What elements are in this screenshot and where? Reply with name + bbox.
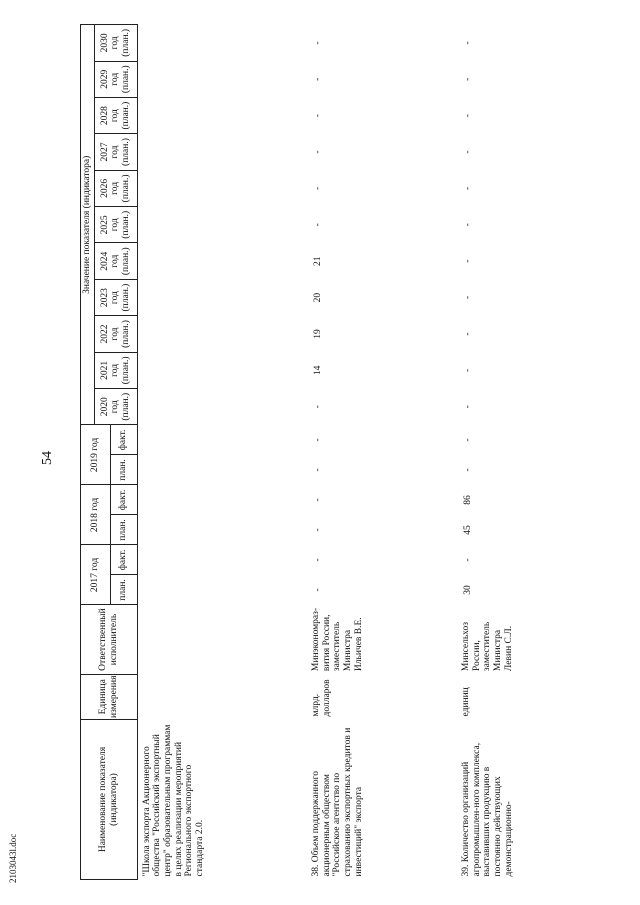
cell-empty	[137, 545, 307, 575]
cell-value: -	[313, 528, 324, 532]
header-cell: план.	[110, 574, 138, 605]
cell-responsible: Минэкономраз-вития России, заместитель М…	[311, 607, 364, 672]
cell-value: 20	[313, 292, 324, 303]
cell-value: -	[313, 41, 324, 45]
cell-value: 86	[463, 495, 474, 505]
header-cell: Значение показателя (индикатора)	[80, 24, 95, 425]
header-cell: 2021 год (план.)	[94, 352, 138, 389]
header-cell: факт.	[110, 424, 138, 455]
cell-empty	[137, 389, 307, 425]
header-cell: 2017 год	[80, 544, 111, 605]
cell-value: 14	[313, 365, 324, 376]
cell-value: -	[313, 558, 324, 562]
cell-value: -	[463, 150, 474, 154]
cell-value: -	[463, 186, 474, 190]
cell-unit: млрд. долларов	[311, 679, 332, 717]
header-cell: 2020 год (план.)	[94, 388, 138, 425]
cell-value: -	[463, 368, 474, 372]
header-cell: 2022 год (план.)	[94, 315, 138, 353]
header-cell: факт.	[110, 544, 138, 575]
cell-value: -	[463, 332, 474, 336]
cell-value: -	[313, 438, 324, 442]
cell-empty	[137, 61, 307, 97]
cell-value: -	[463, 468, 474, 472]
table-header: Наименование показателя (индикатора) Един…	[80, 24, 138, 880]
header-cell: 2019 год	[80, 424, 111, 485]
cell-empty	[137, 674, 307, 719]
header-cell: 2030 год (план.)	[94, 24, 138, 62]
footer: 2103043l.doc	[8, 833, 18, 883]
cell-value: -	[463, 223, 474, 227]
cell-value: 30	[463, 585, 474, 595]
cell-value: -	[463, 259, 474, 263]
cell-value: -	[313, 405, 324, 409]
cell-name: 38. Объем поддержанного акционерным обще…	[311, 727, 364, 877]
cell-value: 19	[313, 329, 324, 339]
cell-empty	[137, 279, 307, 315]
header-cell: 2024 год (план.)	[94, 243, 138, 280]
table-row: "Школа экспорта Акционерного общества "Р…	[137, 25, 307, 880]
header-cell: 2029 год (план.)	[94, 61, 138, 98]
cell-value: -	[313, 114, 324, 118]
header-cell: Единица измерения	[80, 674, 138, 720]
cell-value: -	[463, 558, 474, 562]
cell-value: -	[463, 77, 474, 81]
cell-empty	[137, 575, 307, 605]
cell-empty	[137, 243, 307, 279]
table-row: 39. Количество организаций агропромышлен…	[457, 25, 627, 880]
cell-value: -	[463, 296, 474, 300]
cell-empty	[137, 207, 307, 243]
cell-value: -	[313, 498, 324, 502]
cell-value: 21	[313, 256, 324, 266]
cell-empty	[137, 170, 307, 206]
cell-value: -	[313, 588, 324, 592]
header-cell: 2027 год (план.)	[94, 133, 138, 171]
cell-empty	[137, 97, 307, 133]
cell-name: "Школа экспорта Акционерного общества "Р…	[141, 724, 205, 877]
cell-empty	[137, 352, 307, 388]
header-cell: Наименование показателя (индикатора)	[80, 719, 138, 880]
header-cell: Ответственный исполнитель	[80, 604, 138, 675]
cell-value: -	[313, 468, 324, 472]
header-cell: 2026 год (план.)	[94, 170, 138, 207]
cell-value: -	[313, 77, 324, 81]
indicator-table: Наименование показателя (индикатора) Един…	[80, 24, 627, 880]
header-cell: 2025 год (план.)	[94, 206, 138, 243]
header-cell: 2028 год (план.)	[94, 97, 138, 134]
table-body: "Школа экспорта Акционерного общества "Р…	[137, 25, 627, 880]
cell-empty	[137, 25, 307, 61]
cell-empty	[137, 425, 307, 455]
header-cell: план.	[110, 454, 138, 485]
cell-empty	[137, 455, 307, 485]
header-row: Наименование показателя (индикатора) Един…	[80, 24, 138, 880]
header-cell: план.	[110, 514, 138, 545]
cell-value: -	[463, 438, 474, 442]
cell-value: -	[313, 150, 324, 154]
header-cell: факт.	[110, 484, 138, 515]
cell-empty	[137, 515, 307, 545]
cell-empty	[137, 605, 307, 674]
page-number: 54	[40, 451, 55, 465]
cell-empty	[137, 316, 307, 352]
header-cell: 2018 год	[80, 484, 111, 545]
cell-empty	[137, 485, 307, 515]
cell-value: -	[463, 405, 474, 409]
cell-value: -	[313, 186, 324, 190]
cell-empty	[137, 134, 307, 170]
cell-unit: единиц	[461, 687, 472, 717]
cell-responsible: Минсельхоз России, заместитель Министра …	[461, 621, 514, 672]
cell-value: -	[313, 223, 324, 227]
header-cell: 2023 год (план.)	[94, 279, 138, 316]
cell-value: 45	[463, 525, 474, 535]
cell-name: 39. Количество организаций агропромышлен…	[461, 742, 514, 877]
cell-value: -	[463, 114, 474, 118]
table-row: 38. Объем поддержанного акционерным обще…	[307, 25, 457, 880]
cell-value: -	[463, 41, 474, 45]
